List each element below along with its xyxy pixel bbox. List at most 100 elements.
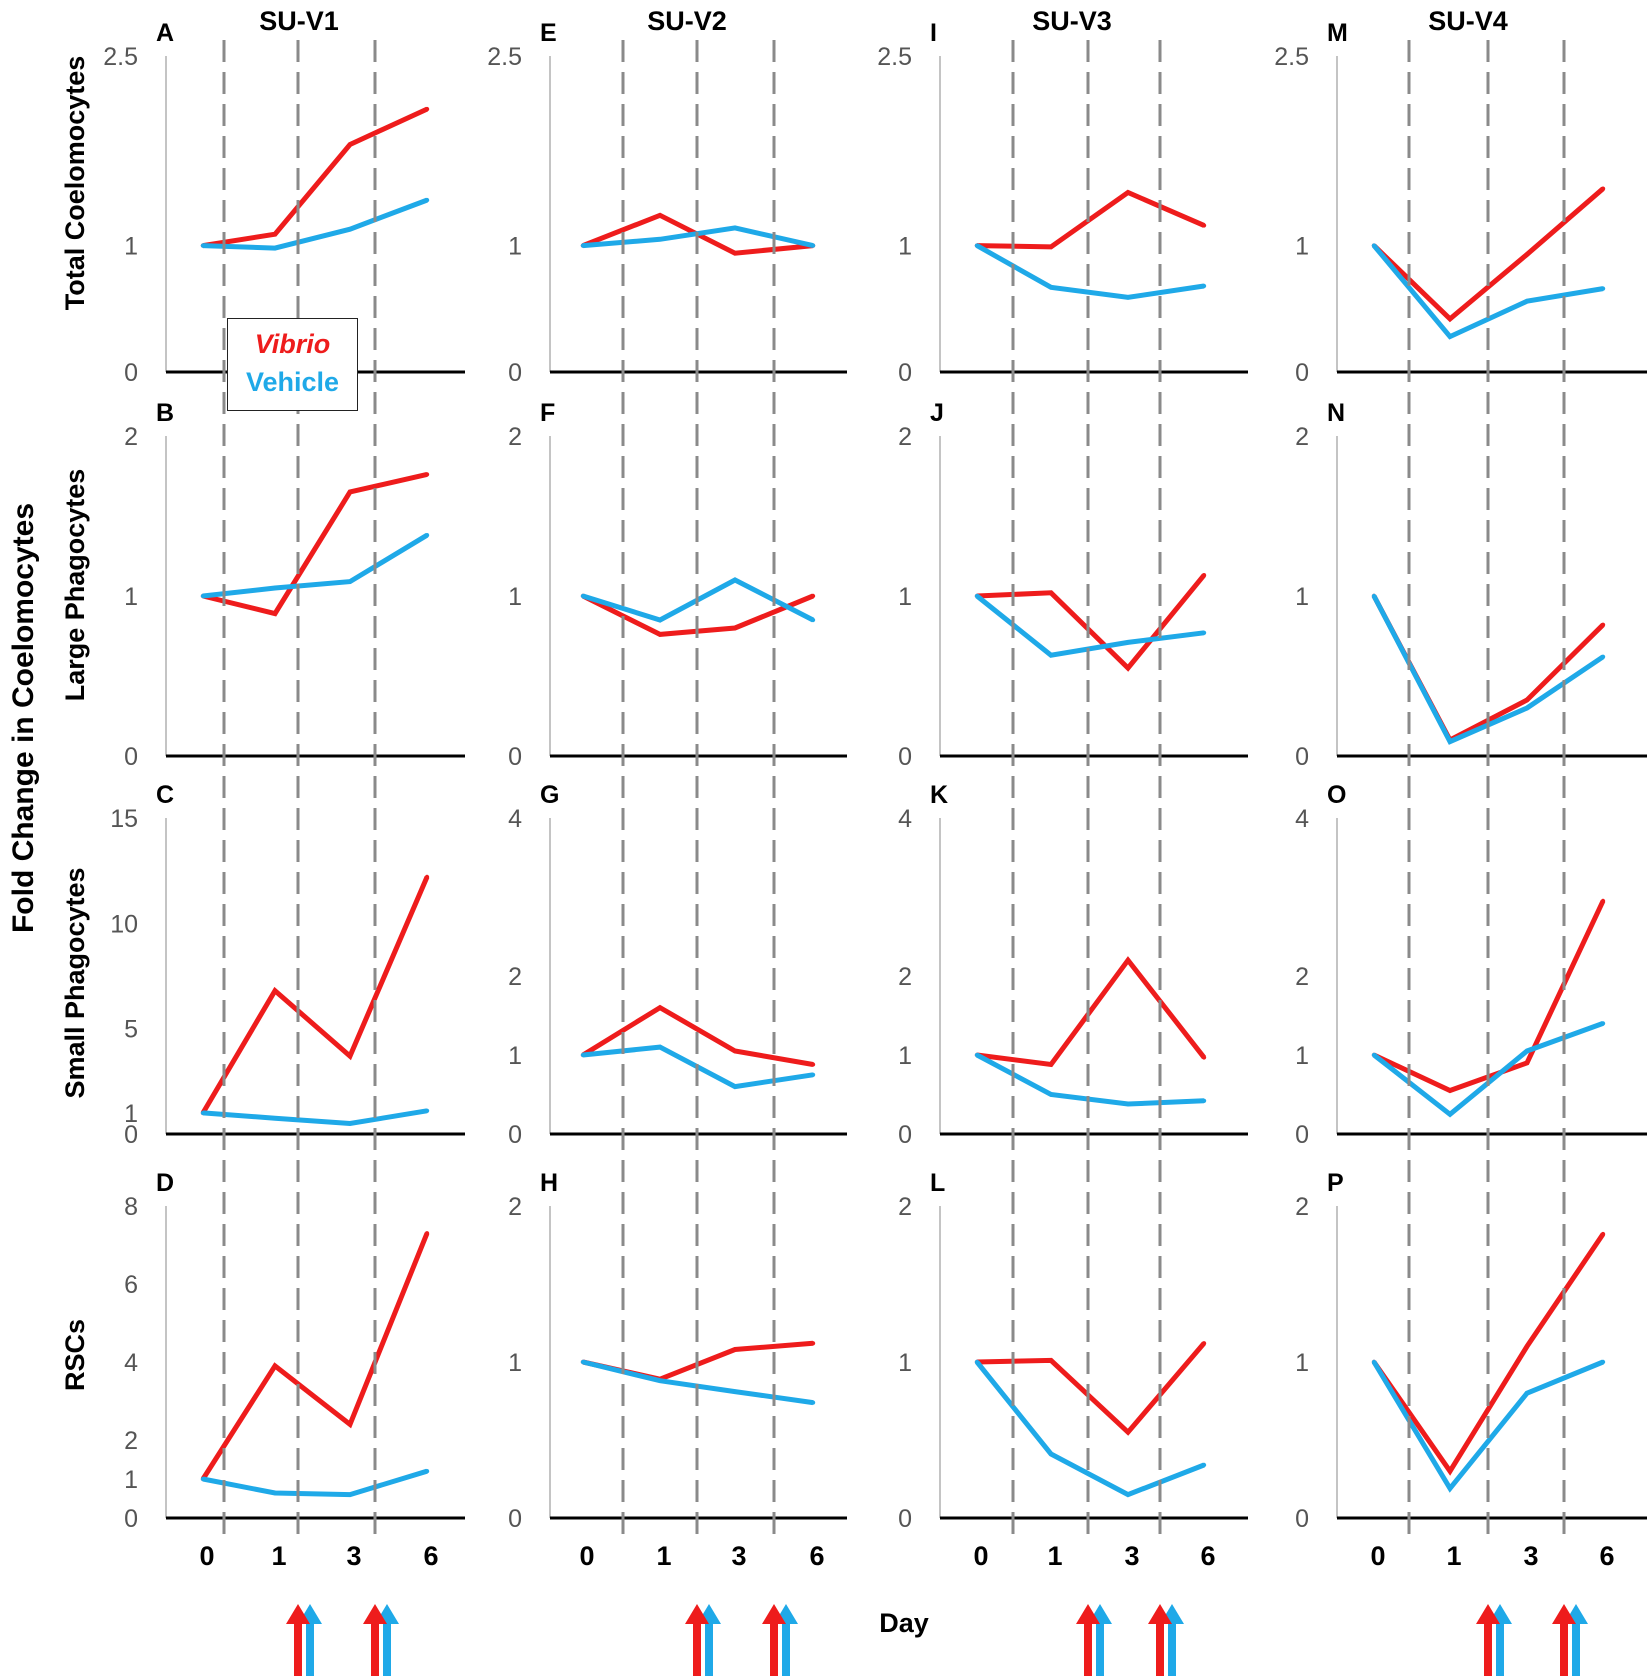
data-point-vibrio xyxy=(1524,1060,1530,1066)
data-point-vehicle xyxy=(347,579,353,584)
y-tick-label: 4 xyxy=(124,1349,138,1377)
data-point-vibrio xyxy=(1048,1062,1054,1067)
data-point-vehicle xyxy=(1048,1092,1054,1097)
y-tick-label: 0 xyxy=(124,359,138,387)
series-line-vehicle xyxy=(975,1052,1205,1107)
series-line-vibrio xyxy=(976,1341,1206,1436)
y-tick-label: 4 xyxy=(508,805,522,833)
series-line-vibrio xyxy=(976,956,1206,1068)
series-line-vibrio xyxy=(200,1232,430,1481)
data-point-vibrio xyxy=(1600,622,1606,627)
data-point-vehicle xyxy=(1201,630,1207,635)
y-tick-label: 0 xyxy=(124,743,138,771)
data-point-vehicle xyxy=(1524,1391,1530,1396)
data-point-vibrio xyxy=(1524,252,1530,257)
series-line-vehicle xyxy=(975,1360,1205,1498)
panel-D: D 0 1 2 4 6 8 0 1 3 6 xyxy=(124,1169,465,1571)
panel-I: I 0 1 2.5 xyxy=(877,19,1248,387)
column-title: SU-V1 xyxy=(259,6,339,36)
data-point-vibrio xyxy=(1048,1358,1054,1363)
y-tick-label: 2.5 xyxy=(487,43,522,71)
panel-F: F 0 1 2 xyxy=(508,399,847,771)
data-point-vibrio xyxy=(1201,1055,1207,1060)
x-tick-label: 0 xyxy=(973,1541,988,1571)
x-tick-label: 1 xyxy=(1446,1541,1461,1571)
panel-P: P 0 1 2 0 1 3 6 xyxy=(1295,1169,1647,1571)
data-point-vehicle xyxy=(974,1359,980,1365)
data-point-vibrio xyxy=(272,988,278,993)
x-tick-label: 3 xyxy=(346,1541,361,1571)
x-tick-label: 6 xyxy=(423,1541,438,1571)
x-tick-label: 1 xyxy=(656,1541,671,1571)
panel-K: K 0 1 2 4 xyxy=(898,781,1248,1149)
panel-G: G 0 1 2 4 xyxy=(508,781,847,1149)
row-title: Large Phagocytes xyxy=(60,469,90,702)
panel-letter: G xyxy=(540,781,559,809)
y-tick-label: 1 xyxy=(898,1349,912,1377)
data-point-vibrio xyxy=(1447,1088,1453,1093)
data-point-vibrio xyxy=(272,1363,278,1369)
data-point-vehicle xyxy=(810,243,816,248)
x-tick-label: 0 xyxy=(579,1541,594,1571)
y-tick-label: 1 xyxy=(1295,233,1309,261)
legend-box: Vibrio Vehicle xyxy=(227,318,358,411)
data-point-vibrio xyxy=(1048,244,1054,250)
data-point-vehicle xyxy=(1524,299,1530,304)
column-title: SU-V3 xyxy=(1032,6,1112,36)
y-tick-label: 1 xyxy=(898,583,912,611)
x-tick-label: 3 xyxy=(1523,1541,1538,1571)
y-tick-label: 1 xyxy=(898,1042,912,1070)
data-point-vehicle xyxy=(272,245,278,251)
y-tick-label: 2.5 xyxy=(877,43,912,71)
data-point-vibrio xyxy=(1600,1231,1606,1237)
data-point-vibrio xyxy=(732,1048,738,1054)
data-point-vehicle xyxy=(1201,283,1207,289)
series-line-vehicle xyxy=(1371,1359,1604,1493)
legend-vibrio: Vibrio xyxy=(254,329,331,359)
panel-letter: D xyxy=(156,1169,174,1197)
data-point-vibrio xyxy=(347,1422,353,1427)
data-point-vibrio xyxy=(1600,186,1606,191)
y-tick-label: 1 xyxy=(1295,583,1309,611)
data-point-vehicle xyxy=(732,1084,738,1089)
panel-J: J 0 1 2 xyxy=(898,399,1248,771)
data-point-vibrio xyxy=(810,1062,816,1067)
data-point-vibrio xyxy=(732,625,738,631)
y-tick-label: 1 xyxy=(508,1349,522,1377)
y-tick-label: 0 xyxy=(898,1505,912,1533)
panel-letter: E xyxy=(540,19,557,47)
data-point-vehicle xyxy=(1048,653,1054,658)
data-point-vehicle xyxy=(1524,1048,1530,1054)
panel-O: O 0 1 2 4 xyxy=(1295,781,1647,1149)
data-point-vehicle xyxy=(580,593,586,599)
data-point-vehicle xyxy=(1371,1359,1377,1365)
data-point-vehicle xyxy=(732,1389,738,1394)
data-point-vehicle xyxy=(1125,1492,1131,1497)
panel-H: H 0 1 2 0 1 3 6 xyxy=(508,1169,847,1571)
data-point-vibrio xyxy=(1125,190,1131,195)
row-title: RSCs xyxy=(60,1319,90,1391)
panel-M: M 0 1 2.5 xyxy=(1274,19,1647,387)
data-point-vibrio xyxy=(272,232,278,237)
series-line-vehicle xyxy=(202,533,429,599)
panel-letter: C xyxy=(156,781,174,809)
data-point-vehicle xyxy=(1371,1052,1377,1058)
y-axis-title: Fold Change in Coelomocytes xyxy=(7,503,40,933)
y-tick-label: 2.5 xyxy=(103,43,138,71)
y-tick-label: 0 xyxy=(508,743,522,771)
data-point-vibrio xyxy=(1524,1344,1530,1349)
data-point-vibrio xyxy=(1447,316,1453,322)
data-point-vibrio xyxy=(1524,697,1530,703)
data-point-vehicle xyxy=(424,533,430,538)
y-tick-label: 5 xyxy=(124,1016,138,1044)
y-tick-label: 2 xyxy=(508,1193,522,1221)
series-line-vehicle xyxy=(975,594,1205,658)
data-point-vehicle xyxy=(347,227,353,232)
vibrio-arrow xyxy=(1552,1604,1576,1676)
y-tick-label: 8 xyxy=(124,1193,138,1221)
data-point-vehicle xyxy=(657,1044,663,1050)
vibrio-arrow xyxy=(1476,1604,1500,1676)
series-line-vibrio xyxy=(581,1004,814,1067)
